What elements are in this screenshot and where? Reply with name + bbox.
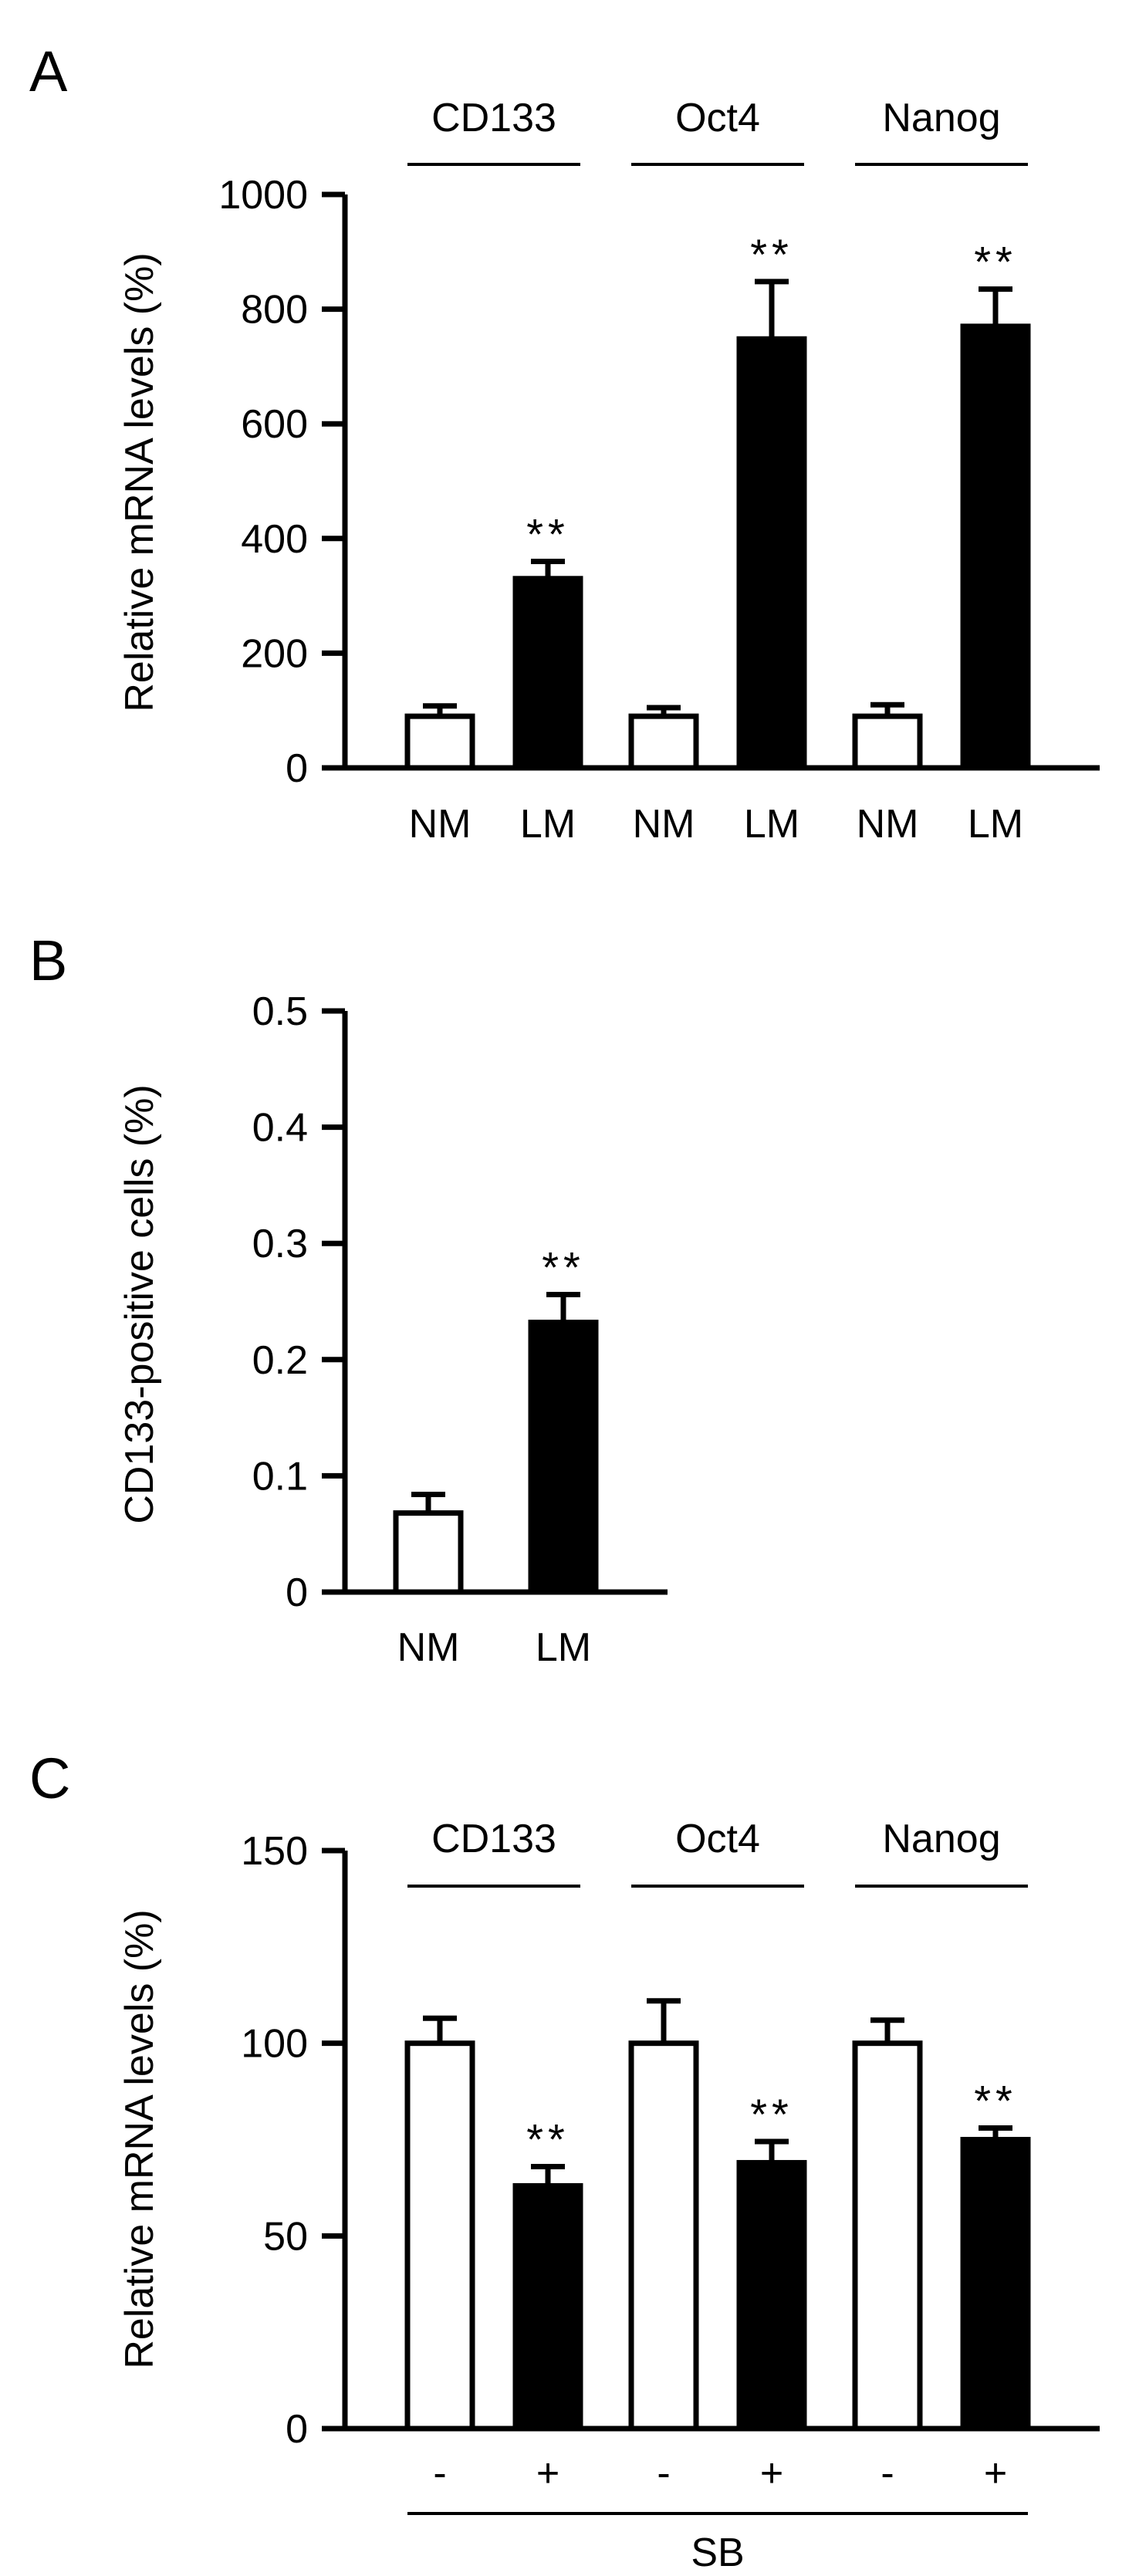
x-tick-label: LM [744, 802, 799, 847]
significance-marker: ** [750, 230, 793, 279]
panel-label: C [29, 1746, 70, 1810]
bar-nm [393, 1510, 464, 1595]
panel-label: A [29, 39, 68, 103]
y-tick-label: 150 [241, 1829, 308, 1874]
y-axis-label: Relative mRNA levels (%) [117, 1909, 162, 2368]
x-tick-label: - [881, 2451, 894, 2496]
panel-b: B 0 0.1 0.2 0.3 0.4 0.5 CD133-positive cells (%… [29, 928, 668, 1670]
bar-lm [512, 576, 583, 771]
y-tick-label: 1000 [218, 173, 308, 218]
x-tick-label: + [536, 2451, 559, 2496]
y-tick-label: 0.5 [252, 989, 308, 1034]
y-tick-label: 50 [263, 2214, 308, 2259]
significance-marker: ** [974, 238, 1017, 286]
x-tick-label: - [657, 2451, 670, 2496]
group-label: Nanog [882, 1817, 1000, 1861]
bar-lm [528, 1320, 599, 1595]
y-tick-label: 0.1 [252, 1454, 308, 1499]
panel-label: B [29, 928, 67, 992]
panel-a: A 0 200 400 600 800 1000 Relative mRNA levels (… [29, 39, 1100, 847]
x-tick-label: LM [968, 802, 1023, 847]
y-tick-label: 0 [286, 2407, 308, 2452]
bar-minus [852, 2040, 923, 2432]
bar-plus [736, 2159, 807, 2432]
bar-nm [404, 713, 475, 771]
y-tick-label: 0 [286, 746, 308, 791]
group-label: CD133 [431, 1817, 556, 1861]
significance-marker: ** [526, 2115, 570, 2163]
x-tick-label: NM [633, 802, 695, 847]
x-tick-label: NM [397, 1625, 460, 1670]
x-tick-label: + [760, 2451, 783, 2496]
panel-c: C 0 50 100 150 Relative mRNA levels (%) CD133 -… [29, 1746, 1100, 2575]
group-label: Oct4 [675, 96, 760, 140]
y-tick-label: 100 [241, 2022, 308, 2067]
y-tick-label: 400 [241, 517, 308, 562]
x-tick-label: NM [409, 802, 472, 847]
bar-plus [512, 2182, 583, 2432]
bar-lm [736, 336, 807, 771]
y-axis-label: CD133-positive cells (%) [117, 1084, 162, 1523]
x-tick-label: LM [536, 1625, 591, 1670]
bar-nm [852, 713, 923, 771]
x-tick-label: - [433, 2451, 446, 2496]
significance-marker: ** [542, 1242, 585, 1291]
x-tick-label: NM [857, 802, 919, 847]
bar-lm [960, 323, 1031, 771]
group-label: CD133 [431, 96, 556, 140]
y-tick-label: 200 [241, 631, 308, 676]
x-tick-label: + [984, 2451, 1007, 2496]
y-tick-label: 0.2 [252, 1338, 308, 1383]
bar-minus [404, 2040, 475, 2432]
significance-marker: ** [526, 510, 570, 559]
significance-marker: ** [750, 2090, 793, 2138]
bar-nm [628, 713, 699, 771]
y-tick-label: 800 [241, 288, 308, 333]
treatment-label: SB [691, 2530, 744, 2575]
bar-minus [628, 2040, 699, 2432]
y-tick-label: 0 [286, 1570, 308, 1615]
significance-marker: ** [974, 2077, 1017, 2125]
y-tick-label: 0.4 [252, 1106, 308, 1151]
group-label: Nanog [882, 96, 1000, 140]
y-tick-label: 0.3 [252, 1222, 308, 1266]
y-tick-label: 600 [241, 402, 308, 447]
x-tick-label: LM [520, 802, 576, 847]
bar-plus [960, 2137, 1031, 2432]
group-label: Oct4 [675, 1817, 760, 1861]
y-axis-label: Relative mRNA levels (%) [117, 252, 162, 712]
